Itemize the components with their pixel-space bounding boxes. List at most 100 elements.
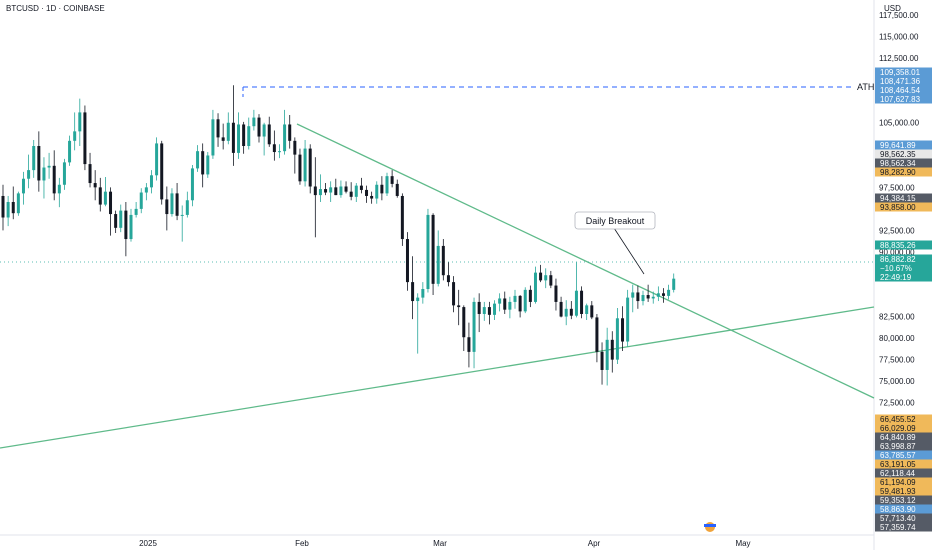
price-tag[interactable] <box>875 459 932 469</box>
candle-body[interactable] <box>405 239 409 283</box>
candle-body[interactable] <box>615 318 619 360</box>
candle-body[interactable] <box>667 289 671 296</box>
price-tick-label[interactable]: 90,000.00 <box>879 248 915 257</box>
candle-body[interactable] <box>237 124 241 153</box>
candle-body[interactable] <box>395 183 399 196</box>
candle-body[interactable] <box>231 122 235 153</box>
candle-body[interactable] <box>303 148 307 182</box>
price-tag[interactable] <box>875 254 932 264</box>
candle-body[interactable] <box>98 187 102 205</box>
candle-body[interactable] <box>247 126 251 147</box>
breakout-callout-box[interactable] <box>574 211 656 230</box>
price-tag[interactable] <box>875 263 932 273</box>
candle-body[interactable] <box>513 295 517 302</box>
candle-body[interactable] <box>626 297 630 342</box>
candle-body[interactable] <box>42 167 46 181</box>
candle-body[interactable] <box>267 124 271 145</box>
candle-body[interactable] <box>272 144 276 153</box>
candle-body[interactable] <box>283 124 287 152</box>
candle-body[interactable] <box>313 186 317 196</box>
candle-body[interactable] <box>354 185 358 197</box>
price-tag[interactable] <box>875 450 932 460</box>
candle-body[interactable] <box>498 298 502 304</box>
price-tag[interactable] <box>875 423 932 433</box>
candle-body[interactable] <box>1 195 5 218</box>
candle-body[interactable] <box>288 124 292 141</box>
candle-body[interactable] <box>78 112 82 132</box>
candle-body[interactable] <box>436 245 440 284</box>
candle-body[interactable] <box>365 189 369 196</box>
candle-body[interactable] <box>528 289 532 302</box>
candle-body[interactable] <box>544 275 548 281</box>
price-tag[interactable] <box>875 513 932 523</box>
candle-body[interactable] <box>661 293 665 296</box>
candle-body[interactable] <box>155 143 159 176</box>
candle-body[interactable] <box>32 146 36 171</box>
descending-trendline[interactable] <box>296 123 875 399</box>
candle-body[interactable] <box>83 112 87 165</box>
candle-body[interactable] <box>119 210 123 228</box>
candle-body[interactable] <box>672 278 676 290</box>
candle-body[interactable] <box>651 296 655 299</box>
symbol-title[interactable]: BTCUSD · 1D · COINBASE <box>6 4 105 13</box>
candle-body[interactable] <box>477 301 481 314</box>
candle-body[interactable] <box>482 307 486 314</box>
candle-body[interactable] <box>201 151 205 175</box>
candle-body[interactable] <box>324 189 328 193</box>
candle-body[interactable] <box>242 124 246 147</box>
price-tick-label[interactable]: 97,500.00 <box>879 183 915 192</box>
price-tag[interactable] <box>875 432 932 442</box>
candle-body[interactable] <box>109 191 113 215</box>
candle-body[interactable] <box>129 214 133 240</box>
time-tick-label[interactable]: May <box>735 539 750 548</box>
candle-body[interactable] <box>380 184 384 194</box>
candle-body[interactable] <box>605 339 609 370</box>
candle-body[interactable] <box>308 148 312 187</box>
time-tick-label[interactable]: Apr <box>588 539 601 548</box>
candle-body[interactable] <box>293 140 297 155</box>
candle-body[interactable] <box>185 200 189 215</box>
candle-body[interactable] <box>339 186 343 196</box>
candle-body[interactable] <box>277 151 281 153</box>
candle-body[interactable] <box>569 308 573 316</box>
candle-body[interactable] <box>114 214 118 228</box>
price-tag[interactable] <box>875 495 932 505</box>
candle-body[interactable] <box>257 117 261 137</box>
candle-body[interactable] <box>400 195 404 240</box>
event-flag-icon[interactable] <box>704 522 716 532</box>
candle-body[interactable] <box>359 185 363 190</box>
candle-body[interactable] <box>641 295 645 302</box>
candle-body[interactable] <box>493 303 497 315</box>
candle-body[interactable] <box>385 176 389 194</box>
candle-body[interactable] <box>318 189 322 196</box>
candle-body[interactable] <box>503 298 507 310</box>
price-tag[interactable] <box>875 76 932 86</box>
price-tick-label[interactable]: 92,500.00 <box>879 226 915 235</box>
candle-body[interactable] <box>344 186 348 192</box>
candle-body[interactable] <box>165 199 169 215</box>
candle-body[interactable] <box>375 184 379 199</box>
price-tag[interactable] <box>875 240 932 250</box>
price-tick-label[interactable]: 72,500.00 <box>879 399 915 408</box>
candle-body[interactable] <box>621 318 625 342</box>
candle-body[interactable] <box>170 193 174 215</box>
candle-body[interactable] <box>452 282 456 306</box>
candle-body[interactable] <box>329 187 333 193</box>
candle-body[interactable] <box>595 317 599 352</box>
price-tag[interactable] <box>875 94 932 104</box>
candle-body[interactable] <box>656 293 660 297</box>
candle-body[interactable] <box>636 292 640 302</box>
price-tick-label[interactable]: 117,500.00 <box>879 11 919 20</box>
candle-body[interactable] <box>134 208 138 215</box>
candle-body[interactable] <box>262 124 266 137</box>
candle-body[interactable] <box>139 192 143 209</box>
candle-body[interactable] <box>472 301 476 352</box>
time-tick-label[interactable]: 2025 <box>139 539 157 548</box>
candle-body[interactable] <box>554 285 558 302</box>
candle-body[interactable] <box>21 178 25 194</box>
candle-body[interactable] <box>431 214 435 284</box>
candle-body[interactable] <box>349 191 353 197</box>
candle-body[interactable] <box>6 201 10 218</box>
candle-body[interactable] <box>196 151 200 169</box>
candle-body[interactable] <box>216 119 220 138</box>
